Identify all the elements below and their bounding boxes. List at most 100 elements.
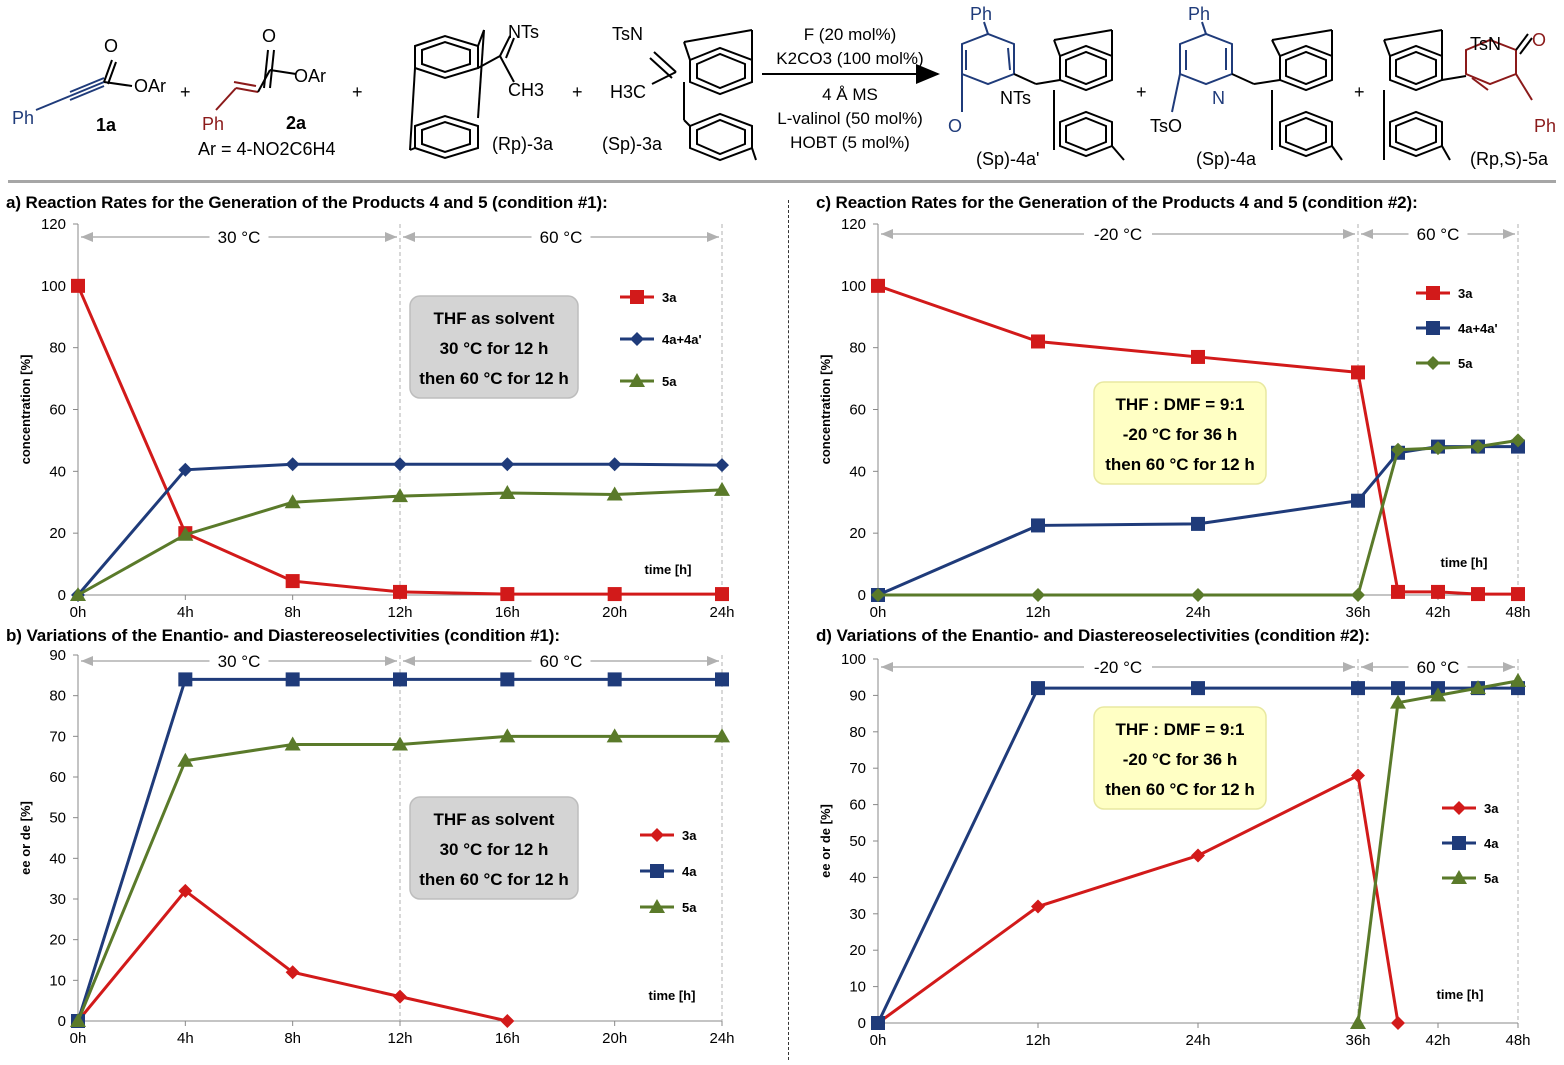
chart-b-annotation-line: 30 °C for 12 h [440,840,549,859]
reagent-1a-label: 1a [96,115,117,135]
chart-a-legend-label: 3a [662,290,677,305]
chart-d-y-tick-label: 40 [849,869,866,886]
chart-c-x-tick-label: 48h [1505,604,1530,621]
chart-d-series-2-point [1430,687,1446,702]
chart-c-series-1-point [1351,493,1365,508]
product-5a-label: (Rp,S)-5a [1470,149,1549,169]
chart-b-series-2-point [499,728,516,743]
chart-b-legend-label: 4a [682,864,697,879]
chart-c-phase-label: 60 °C [1417,225,1460,244]
chart-a-x-tick-label: 24h [709,604,734,620]
chart-d-y-tick-label: 70 [849,760,866,777]
chart-b-y-tick-label: 10 [49,972,66,989]
chart-c-y-tick-label: 0 [858,587,866,604]
chart-d-y-tick-label: 20 [849,942,866,959]
chart-c-series-0-point [1351,365,1365,380]
product-4a-n: N [1212,88,1225,108]
chart-d-y-tick-label: 50 [849,833,866,850]
chart-b-annotation-line: then 60 °C for 12 h [419,870,568,889]
chart-c-series-2-point [1391,442,1405,457]
chart-a-phase-label-bg [531,225,591,247]
chart-d-y-tick-label: 0 [858,1015,866,1032]
chart-a-x-tick-label: 16h [495,604,520,620]
chart-a-series-1-point [715,458,729,473]
chart-d-phase-label-bg [1408,655,1468,677]
chart-a-y-tick-label: 60 [49,402,66,419]
chart-d-legend-marker [1451,870,1467,884]
chart-a-x-tick-label: 12h [387,604,412,620]
chart-b-series-1-point [393,672,407,687]
chart-c-series-0-point [1191,349,1205,364]
chart-b-series-1-point [715,672,729,687]
chart-b-series-1-point [607,672,622,687]
chart-b-x-tick-label: 0h [70,1030,87,1047]
chart-a-legend-label: 4a+4a' [662,332,702,347]
chart-b-y-tick-label: 70 [49,728,66,745]
chart-a-legend-marker [630,332,644,346]
chart-c-series-0-point [871,278,885,293]
chart-a-series-1-point [178,462,193,477]
chart-a-series-0-point [607,587,622,602]
chart-c-legend-marker [1426,286,1440,300]
reagent-sp3a-substituent: H3C [610,82,646,102]
chart-d-x-tick-label: 48h [1505,1032,1530,1049]
chart-b-x-tick-label: 24h [709,1030,734,1047]
chart-b-phase-label: 60 °C [540,652,583,671]
chart-b-series-0-point [393,989,407,1004]
chart-c-y-axis-label: concentration [%] [818,355,833,465]
chart-c-series-2-point [1031,588,1045,602]
chart-d-x-tick-label: 36h [1345,1032,1370,1049]
chart-a-series-1-point [500,457,515,472]
chart-a-phase-arrowhead-right [707,232,719,242]
chart-b-x-tick-label: 16h [495,1030,520,1047]
chart-a-x-tick-label: 8h [284,604,301,620]
reaction-scheme: Ph OAr O 1a + Ph OAr O 2a Ar = 4-NO2C6H4… [12,4,1556,169]
chart-b-x-axis-label: time [h] [649,988,696,1003]
chart-a-series-0-point [285,574,300,589]
chart-a-series-0-point [715,587,729,602]
chart-b-x-tick-label: 4h [177,1030,194,1047]
condition-line-4: L-valinol (50 mol%) [777,109,923,128]
product-5a-tsn: TsN [1470,34,1501,54]
chart-c-series-0-point [1431,584,1445,599]
chart-d-x-tick-label: 12h [1025,1032,1050,1049]
reagent-1a-o: O [104,36,118,56]
chart-c-series-0-point [1511,587,1525,602]
chart-c-series-2-point [871,588,885,602]
reagent-rp3a-substituent: CH3 [508,80,544,100]
chart-b-y-tick-label: 60 [49,769,66,786]
product-4a-prime-ph: Ph [970,4,992,24]
reagent-sp3a-label: (Sp)-3a [602,134,663,154]
chart-c-x-tick-label: 36h [1345,604,1370,621]
chart-d-legend-marker [1452,836,1466,850]
chart-d-phase-arrowhead-left [881,662,893,672]
chart-c-x-tick-label: 24h [1185,604,1210,621]
chart-b-series-2-point [70,1013,86,1027]
chart-b-series-1-point [178,672,193,687]
chart-a: 0 20 40 60 80 100 120 0h 4h 8h 12h 16h 20h 24h concent… [18,216,735,620]
chart-a-phase-arrowhead-left [81,232,93,242]
chart-d-annotation-box [1093,706,1267,810]
chart-d-legend-label: 5a [1484,871,1499,886]
chart-b-series-1-point [500,672,515,687]
chart-b-phase-arrowhead-right [707,656,719,666]
chart-b: 0 10 20 30 40 50 60 70 80 90 0h 4h 8h 12h 16h 20h 24h ee … [18,647,735,1047]
chart-a-y-tick-label: 0 [58,587,66,604]
reagent-2a-label: 2a [286,113,307,133]
reagent-1a-substituent: Ph [12,108,34,128]
chart-a-annotation-line: then 60 °C for 12 h [419,369,568,388]
plus-sign-2: + [352,82,363,102]
chart-c-annotation-line: THF : DMF = 9:1 [1116,395,1245,414]
panel-c-title: c) Reaction Rates for the Generation of … [816,193,1418,212]
chart-d-y-axis-label: ee or de [%] [818,804,833,878]
chart-c-x-tick-label: 42h [1425,604,1450,621]
chart-d-series-1-point [871,1016,885,1030]
chart-d-phase-arrowhead-left [1361,662,1373,672]
product-4a-ph: Ph [1188,4,1210,24]
chart-a-series-1-point [285,457,300,472]
chart-b-legend-label: 5a [682,900,697,915]
chart-c-y-tick-label: 120 [841,216,866,233]
chart-d-annotation-line: -20 °C for 36 h [1123,750,1238,769]
chart-d-series-1-point [1191,681,1205,696]
chart-d-y-tick-label: 80 [849,724,866,741]
